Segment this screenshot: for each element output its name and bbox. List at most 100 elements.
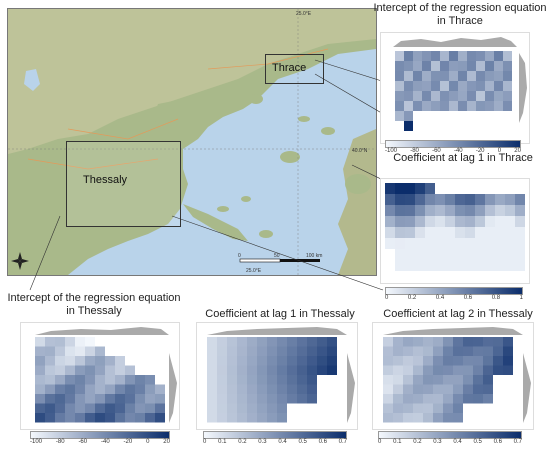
island-skiathos [217, 206, 229, 212]
heatmap-cell [443, 346, 453, 356]
tick: -80 [410, 148, 419, 154]
heatmap-cell [395, 81, 404, 91]
heatmap-cell [445, 194, 455, 205]
heatmap-cell [433, 413, 443, 423]
heatmap-cell [95, 356, 105, 366]
heatmap-cell [45, 365, 55, 375]
heatmap-panel-thrace-intercept[interactable] [380, 32, 530, 144]
heatmap-cell [257, 346, 267, 356]
heatmap-cell [485, 61, 494, 71]
tick: 0 [146, 439, 150, 445]
heatmap-cell [415, 216, 425, 227]
heatmap-cell [327, 337, 337, 347]
heatmap-cell [125, 403, 135, 413]
tick: -40 [453, 148, 463, 154]
heatmap-cell [135, 413, 145, 423]
marginal-right [519, 53, 527, 123]
heatmap-panel-thrace-lag1[interactable] [380, 178, 530, 284]
heatmap-cell [463, 365, 473, 375]
heatmap-cell [247, 346, 257, 356]
heatmap-cell [405, 249, 415, 260]
heatmap-thrace-intercept [393, 37, 527, 131]
heatmap-cell [485, 194, 495, 205]
heatmap-cell [494, 101, 503, 111]
heatmap-cell [485, 249, 495, 260]
region-box-thrace[interactable]: Thrace [265, 54, 324, 84]
heatmap-cell [467, 101, 476, 111]
heatmap-cell [237, 337, 247, 347]
scale-label-50: 50 [274, 253, 280, 259]
heatmap-cell [423, 384, 433, 394]
heatmap-cell [237, 346, 247, 356]
colorbar-thessaly-intercept: -100 -80 -60 -40 -20 0 20 [30, 431, 170, 445]
island-thasos [249, 94, 263, 104]
heatmap-panel-thessaly-lag2[interactable] [372, 322, 534, 430]
heatmap-cell [383, 413, 393, 423]
island-skopelos [241, 196, 251, 202]
colorbar-thessaly-lag1: 0 0.1 0.2 0.3 0.4 0.5 0.6 0.7 [203, 431, 347, 445]
heatmap-cell [307, 346, 317, 356]
marginal-right [169, 353, 177, 423]
heatmap-cells [35, 337, 165, 423]
tick: 0.2 [238, 439, 247, 445]
heatmap-cell [217, 384, 227, 394]
heatmap-cell [494, 71, 503, 81]
heatmap-cell [395, 249, 405, 260]
heatmap-cell [403, 384, 413, 394]
heatmap-cell [455, 194, 465, 205]
heatmap-cell [65, 403, 75, 413]
heatmap-cell [45, 403, 55, 413]
heatmap-cell [440, 61, 449, 71]
heatmap-cell [227, 365, 237, 375]
heatmap-panel-thessaly-intercept[interactable] [20, 322, 180, 430]
heatmap-cell [445, 216, 455, 227]
heatmap-cell [476, 51, 485, 61]
heatmap-cell [483, 394, 493, 404]
heatmap-cell [395, 61, 404, 71]
heatmap-cell [423, 394, 433, 404]
heatmap-cell [413, 356, 423, 366]
heatmap-cell [393, 384, 403, 394]
tick: 20 [514, 148, 521, 154]
heatmap-cell [307, 337, 317, 347]
heatmap-cell [145, 375, 155, 385]
heatmap-cell [473, 365, 483, 375]
tick: 0 [378, 439, 382, 445]
heatmap-cell [247, 365, 257, 375]
heatmap-cell [503, 61, 512, 71]
heatmap-cell [443, 337, 453, 347]
heatmap-cell [55, 413, 65, 423]
heatmap-cell [115, 375, 125, 385]
panel-title-thrace-intercept: Intercept of the regression equation in … [373, 2, 547, 27]
heatmap-cell [505, 205, 515, 216]
heatmap-cell [287, 384, 297, 394]
heatmap-cell [237, 403, 247, 413]
heatmap-cell [473, 384, 483, 394]
heatmap-cell [433, 337, 443, 347]
heatmap-cell [287, 375, 297, 385]
heatmap-panel-thessaly-lag1[interactable] [196, 322, 358, 430]
heatmap-cell [503, 81, 512, 91]
heatmap-cell [385, 205, 395, 216]
heatmap-cell [277, 356, 287, 366]
heatmap-cell [403, 394, 413, 404]
heatmap-cell [257, 365, 267, 375]
heatmap-cell [65, 346, 75, 356]
heatmap-cell [237, 365, 247, 375]
heatmap-cell [55, 403, 65, 413]
region-box-thessaly[interactable]: Thessaly [66, 141, 181, 227]
region-label-thessaly: Thessaly [83, 174, 128, 186]
terrain-map[interactable]: 25.0°E 40.0°N 25.0°E 0 50 100 km Thrace … [7, 8, 377, 276]
heatmap-cell [393, 337, 403, 347]
heatmap-cell [307, 394, 317, 404]
heatmap-cell [277, 375, 287, 385]
heatmap-cell [493, 365, 503, 375]
heatmap-cell [483, 365, 493, 375]
heatmap-cell [65, 375, 75, 385]
heatmap-cell [473, 346, 483, 356]
heatmap-cell [405, 205, 415, 216]
heatmap-cell [75, 394, 85, 404]
heatmap-cell [465, 227, 475, 238]
heatmap-cell [483, 384, 493, 394]
heatmap-cell [385, 227, 395, 238]
